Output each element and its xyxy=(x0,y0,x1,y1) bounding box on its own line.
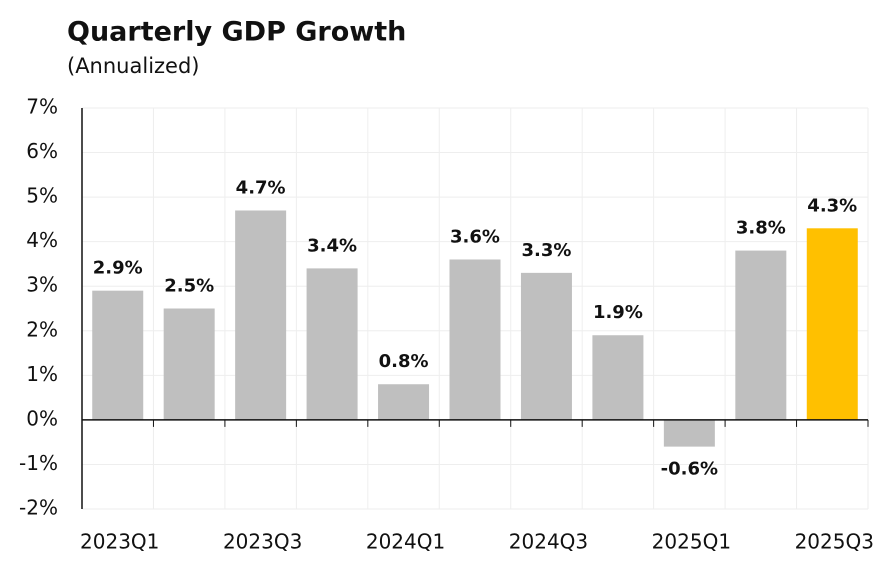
bar xyxy=(449,259,501,420)
bar xyxy=(163,308,215,420)
y-tick-label: -1% xyxy=(19,451,58,475)
bar xyxy=(378,384,430,420)
bar xyxy=(806,228,858,420)
y-tick-label: 0% xyxy=(26,406,58,430)
y-tick-label: 5% xyxy=(26,184,58,208)
y-tick-label: 6% xyxy=(26,139,58,163)
value-label: 3.3% xyxy=(521,240,571,261)
value-label: -0.6% xyxy=(661,459,718,480)
x-tick-label: 2023Q3 xyxy=(223,530,302,554)
bar xyxy=(520,272,572,420)
x-tick-label: 2024Q3 xyxy=(509,530,588,554)
x-tick-label: 2025Q1 xyxy=(652,530,731,554)
x-tick-label: 2023Q1 xyxy=(80,530,159,554)
y-tick-label: 7% xyxy=(26,95,58,119)
y-tick-label: 1% xyxy=(26,362,58,386)
value-label: 2.9% xyxy=(93,258,143,279)
y-tick-label: 3% xyxy=(26,273,58,297)
bar xyxy=(663,419,715,447)
bar xyxy=(235,210,287,420)
y-tick-label: 4% xyxy=(26,228,58,252)
value-label: 4.3% xyxy=(807,195,857,216)
value-label: 3.4% xyxy=(307,235,357,256)
bar xyxy=(592,335,644,420)
value-label: 1.9% xyxy=(593,302,643,323)
y-tick-label: -2% xyxy=(19,496,58,520)
bar xyxy=(306,268,358,420)
value-label: 0.8% xyxy=(379,351,429,372)
chart-title: Quarterly GDP Growth xyxy=(67,17,406,48)
value-label: 4.7% xyxy=(236,177,286,198)
bar xyxy=(735,250,787,420)
bar xyxy=(92,290,144,420)
value-label: 2.5% xyxy=(164,276,214,297)
chart-subtitle: (Annualized) xyxy=(67,54,200,78)
value-label: 3.8% xyxy=(736,218,786,239)
x-tick-label: 2025Q3 xyxy=(795,530,874,554)
y-tick-label: 2% xyxy=(26,317,58,341)
x-tick-label: 2024Q1 xyxy=(366,530,445,554)
value-label: 3.6% xyxy=(450,226,500,247)
